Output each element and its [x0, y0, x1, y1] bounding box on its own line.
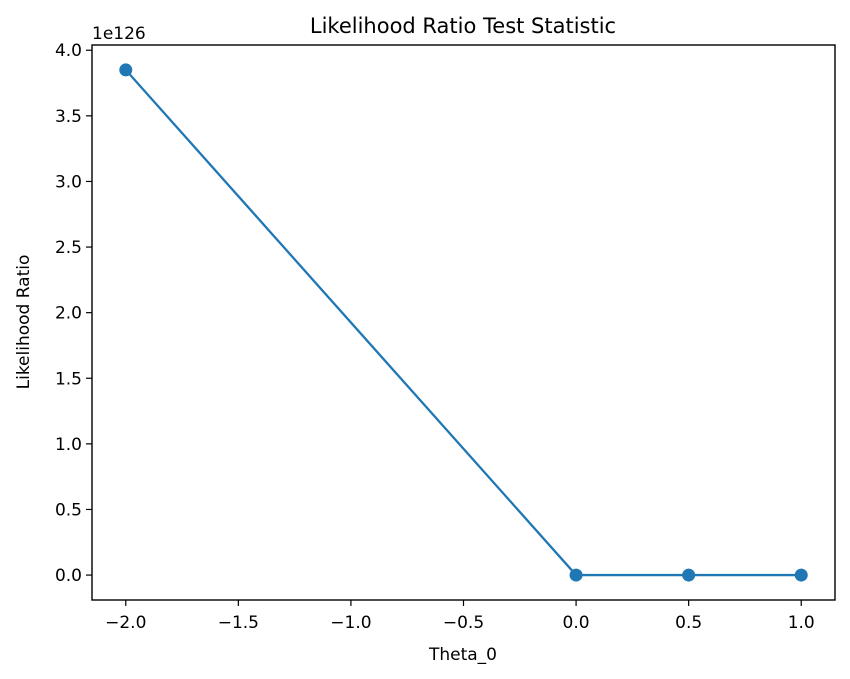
data-point	[119, 63, 133, 77]
x-tick-label: −2.0	[105, 613, 146, 633]
y-tick-label: 1.0	[55, 435, 82, 455]
y-tick-label: 0.5	[55, 500, 82, 520]
x-axis-label: Theta_0	[428, 645, 497, 665]
y-tick-label: 1.5	[55, 369, 82, 389]
x-axis-ticks: −2.0 −1.5 −1.0 −0.5 0.0 0.5 1.0	[105, 600, 815, 633]
y-axis-ticks: 0.0 0.5 1.0 1.5 2.0 2.5 3.0 3.5 4.0	[55, 41, 92, 586]
plot-frame	[91, 44, 836, 601]
y-tick-label: 0.0	[55, 566, 82, 586]
y-tick-label: 3.5	[55, 107, 82, 127]
x-tick-label: 0.5	[675, 613, 702, 633]
y-axis-label: Likelihood Ratio	[14, 255, 34, 390]
x-tick-label: −1.0	[330, 613, 371, 633]
x-tick-label: −1.5	[218, 613, 259, 633]
x-tick-label: −0.5	[443, 613, 484, 633]
x-tick-label: 1.0	[788, 613, 815, 633]
data-point	[569, 568, 583, 582]
plot-area: −2.0 −1.5 −1.0 −0.5 0.0 0.5 1.0 0.0 0.5 1.0 1.5 2.…	[55, 41, 836, 633]
y-tick-label: 4.0	[55, 41, 82, 61]
y-offset-label: 1e126	[92, 24, 146, 44]
series-line	[124, 69, 802, 577]
y-tick-label: 2.0	[55, 304, 82, 324]
data-point	[794, 568, 808, 582]
y-tick-label: 3.0	[55, 172, 82, 192]
data-point	[682, 568, 696, 582]
x-tick-label: 0.0	[563, 613, 590, 633]
y-tick-label: 2.5	[55, 238, 82, 258]
chart-title: Likelihood Ratio Test Statistic	[310, 14, 616, 38]
series-layer	[119, 63, 808, 582]
